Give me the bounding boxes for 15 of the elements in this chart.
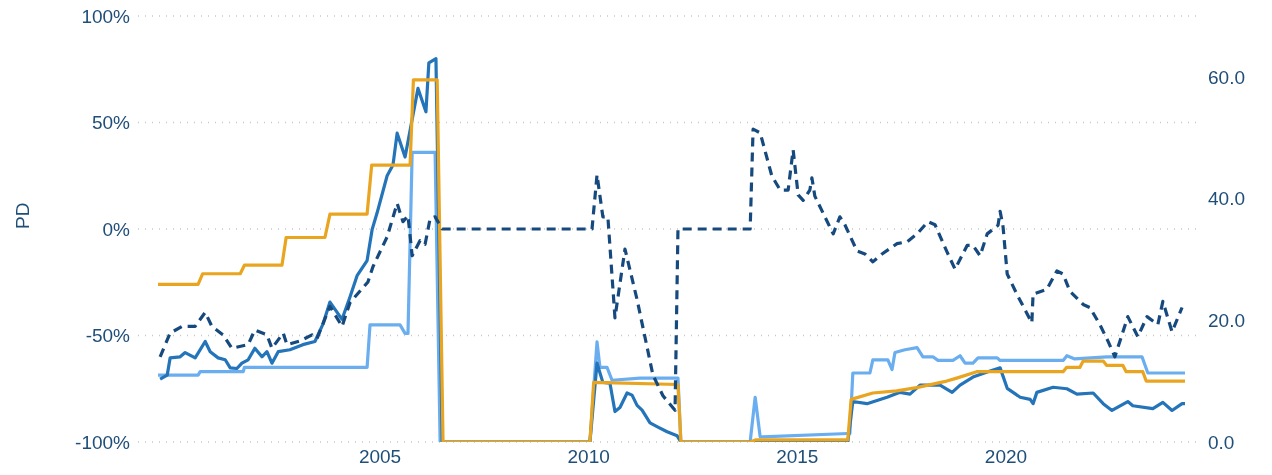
x-tick-label: 2015 <box>776 446 819 468</box>
x-tick-label: 2020 <box>984 446 1028 468</box>
line-series <box>158 127 1184 412</box>
y-tick-label: 50% <box>91 112 131 134</box>
y2-tick-label: 60.0 <box>1208 66 1245 88</box>
y2-tick-label: 40.0 <box>1208 188 1245 210</box>
x-tick-label: 2010 <box>567 446 610 468</box>
y2-tick-label: 20.0 <box>1208 310 1245 332</box>
y-tick-label: -50% <box>85 325 131 347</box>
y-axis-title: PD <box>11 202 33 229</box>
y-tick-label: -100% <box>75 431 131 453</box>
y2-tick-label: 0.0 <box>1208 431 1235 453</box>
x-tick-label: 2005 <box>358 446 402 468</box>
y-tick-label: 0% <box>102 218 131 240</box>
y-tick-label: 100% <box>81 5 131 27</box>
